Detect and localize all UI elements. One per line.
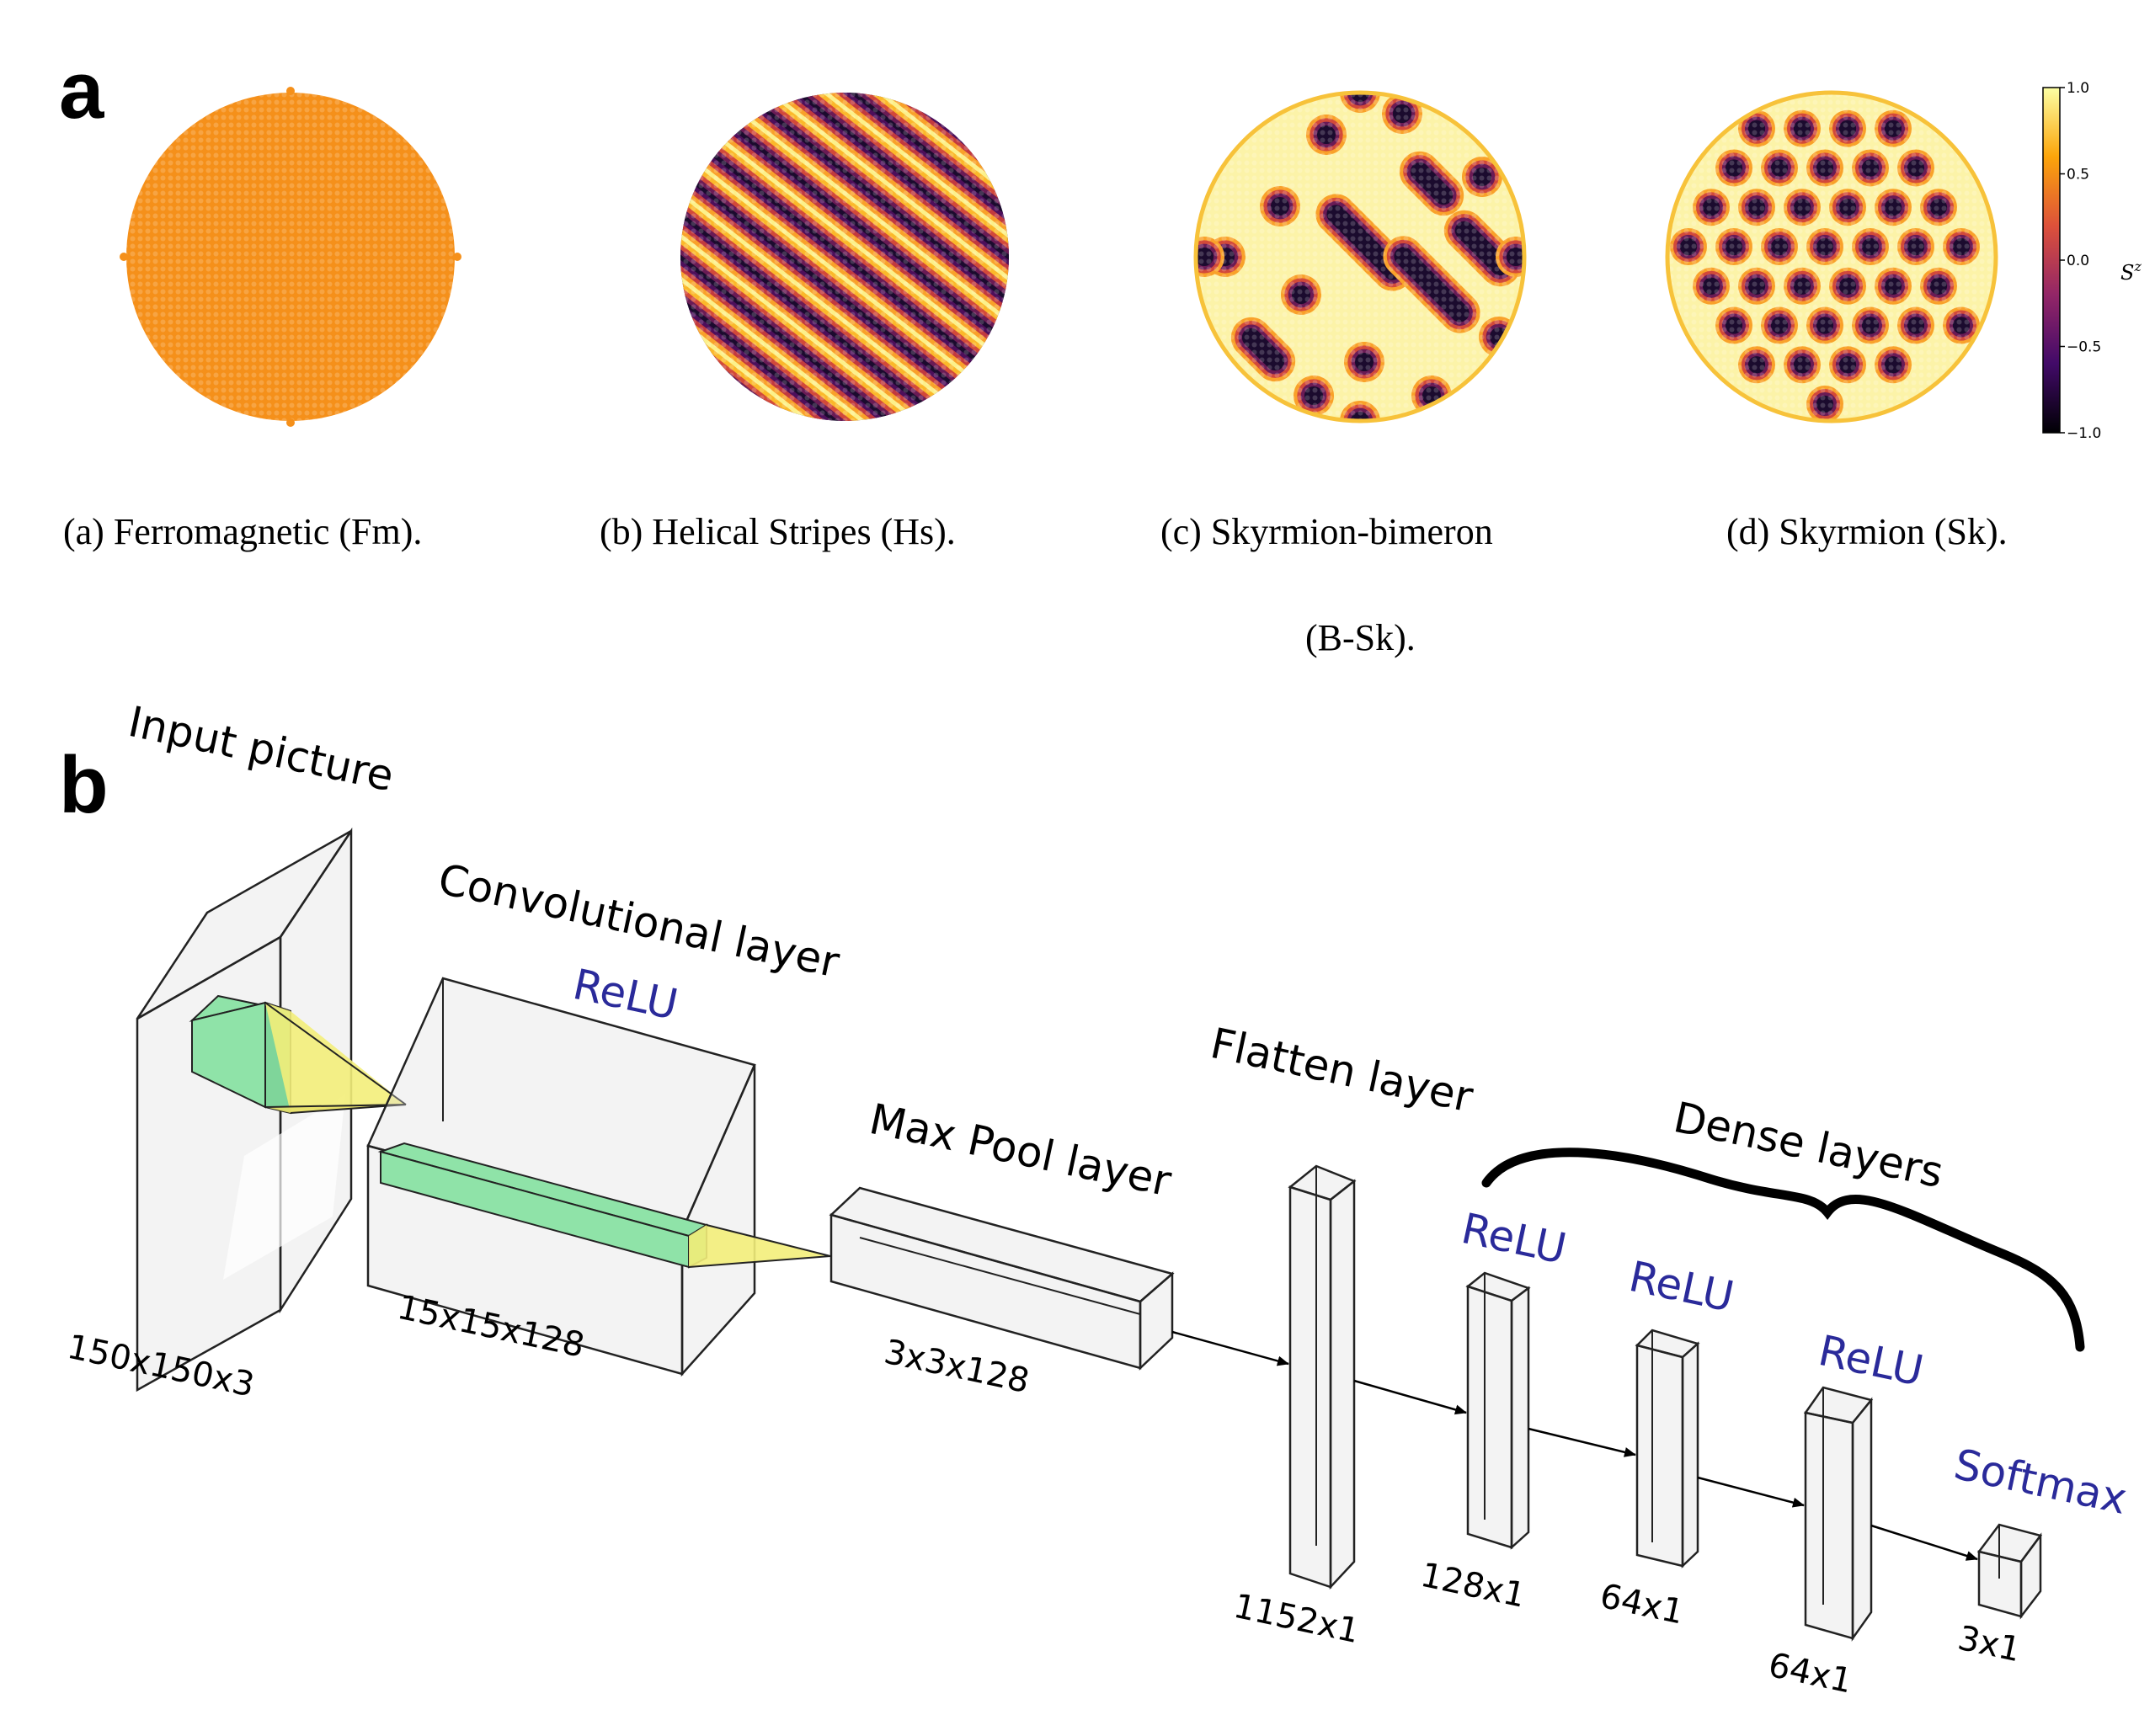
dense3-relu-label: ReLU	[1815, 1326, 1928, 1396]
dense-layers-brace	[1481, 1148, 2085, 1352]
input-layer-title: Input picture	[125, 697, 398, 801]
skyrmion-bimeron-lattice	[1193, 90, 1527, 423]
dense2-dims: 64x1	[1597, 1577, 1687, 1632]
pool-layer-title: Max Pool layer	[866, 1094, 1176, 1206]
input-layer-box	[136, 827, 407, 1393]
flatten-dims: 1152x1	[1230, 1587, 1363, 1651]
skyrmion-lattice	[1665, 90, 1998, 423]
dense1-box	[1465, 1271, 1531, 1550]
colorbar-tick: 0.0	[2067, 253, 2089, 269]
dense2-relu-label: ReLU	[1625, 1252, 1739, 1322]
dense3-box	[1803, 1386, 1874, 1642]
pool-dims: 3x3x128	[881, 1333, 1032, 1401]
conv-layer-title: Convolutional layer	[435, 855, 844, 988]
caption-c-line2: (B-Sk).	[1305, 617, 1416, 658]
softmax-label: Softmax	[1950, 1440, 2131, 1524]
colorbar-tick: 0.5	[2067, 167, 2089, 184]
flatten-layer-title: Flatten layer	[1207, 1019, 1478, 1122]
flatten-layer-box	[1288, 1164, 1357, 1590]
conv-layer-box	[366, 977, 831, 1377]
caption-b: (b) Helical Stripes (Hs).	[600, 511, 956, 552]
panel-b-label: b	[59, 740, 109, 830]
flow-arrows	[1171, 1330, 1978, 1561]
caption-d: (d) Skyrmion (Sk).	[1726, 511, 2008, 552]
output-box	[1976, 1523, 2043, 1620]
colorbar: 1.0 0.5 0.0 −0.5 −1.0 Sz	[2042, 80, 2142, 442]
colorbar-tick: −1.0	[2067, 425, 2101, 442]
colorbar-tick: −0.5	[2067, 339, 2101, 356]
colorbar-title: Sz	[2120, 258, 2142, 285]
dense3-dims: 64x1	[1765, 1646, 1855, 1701]
dense2-box	[1635, 1329, 1700, 1568]
dense1-dims: 128x1	[1417, 1556, 1528, 1616]
caption-c-line1: (c) Skyrmion-bimeron	[1160, 511, 1493, 552]
colorbar-tick: 1.0	[2067, 80, 2089, 97]
panel-a-label: a	[59, 45, 104, 136]
ferromagnetic-lattice	[120, 87, 461, 427]
dense1-relu-label: ReLU	[1458, 1204, 1571, 1274]
output-dims: 3x1	[1955, 1619, 2024, 1670]
pool-layer-box	[829, 1186, 1175, 1371]
caption-a: (a) Ferromagnetic (Fm).	[63, 511, 422, 552]
